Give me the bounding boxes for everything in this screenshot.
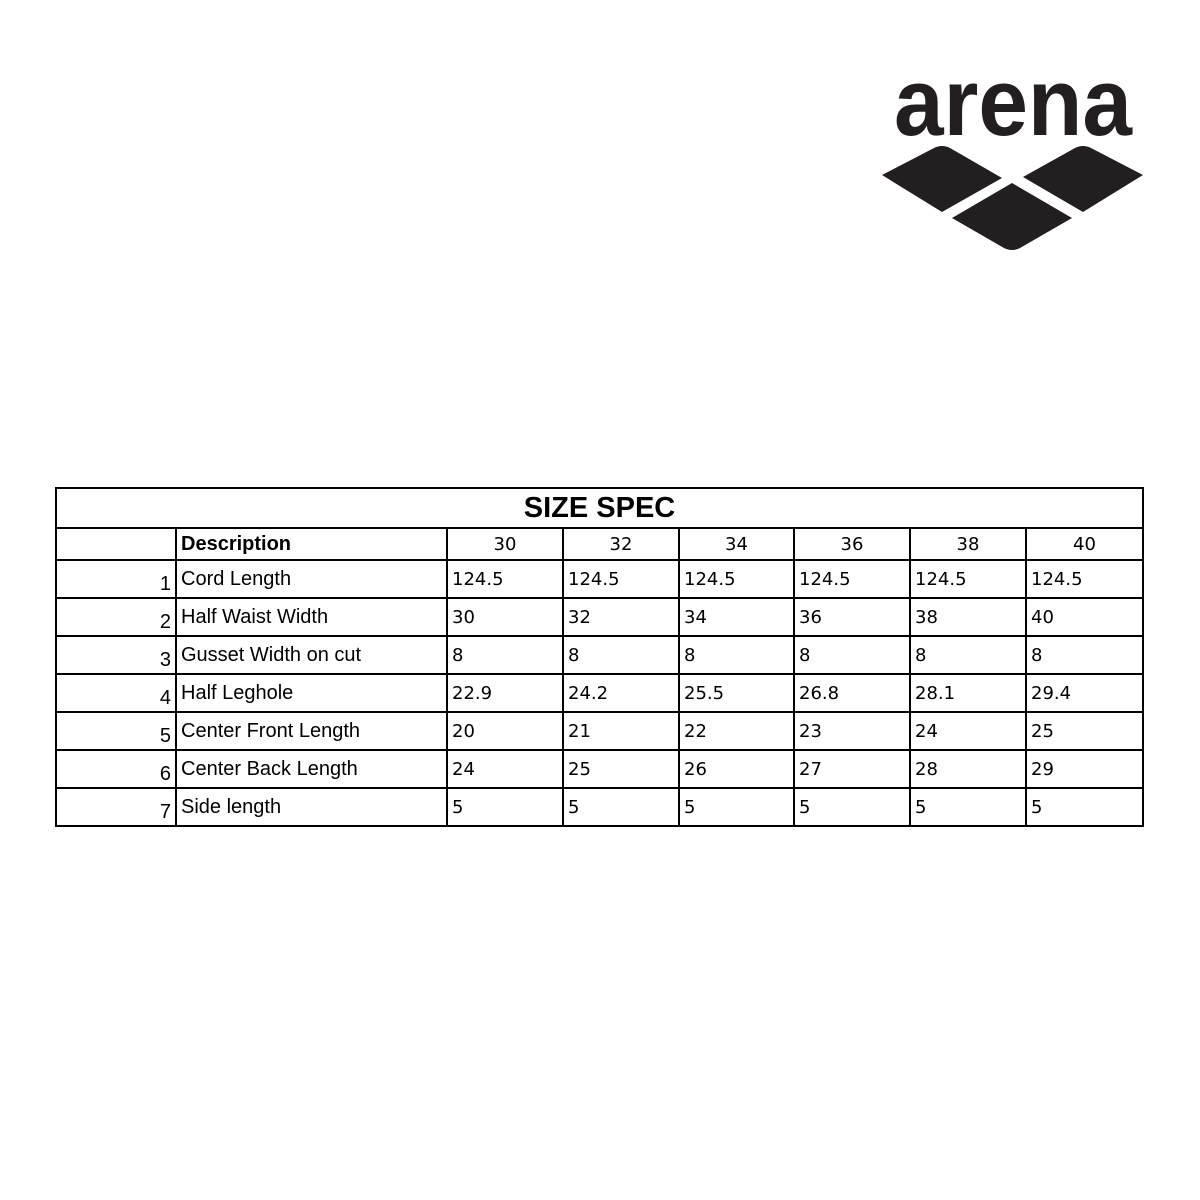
table-row: 7 Side length 5 5 5 5 5 5 (55, 787, 1144, 827)
header-size-36: 36 (793, 527, 911, 561)
table-row: 3 Gusset Width on cut 8 8 8 8 8 8 (55, 635, 1144, 675)
header-size-40: 40 (1025, 527, 1144, 561)
value-cell: 21 (562, 711, 680, 751)
value-cell: 5 (1025, 787, 1144, 827)
value-cell: 124.5 (678, 559, 795, 599)
value-cell: 32 (562, 597, 680, 637)
logo-diamond-left (882, 146, 1002, 212)
row-description: Side length (175, 787, 448, 827)
row-number: 2 (55, 597, 177, 637)
row-description: Cord Length (175, 559, 448, 599)
table-row: 1 Cord Length 124.5 124.5 124.5 124.5 124.5 124… (55, 559, 1144, 599)
value-cell: 25.5 (678, 673, 795, 713)
value-cell: 8 (909, 635, 1027, 675)
value-cell: 40 (1025, 597, 1144, 637)
value-cell: 8 (1025, 635, 1144, 675)
row-description: Gusset Width on cut (175, 635, 448, 675)
value-cell: 26 (678, 749, 795, 789)
value-cell: 124.5 (562, 559, 680, 599)
header-description: Description (175, 527, 448, 561)
header-size-38: 38 (909, 527, 1027, 561)
value-cell: 24.2 (562, 673, 680, 713)
value-cell: 8 (678, 635, 795, 675)
logo-wordmark: arena (894, 60, 1133, 156)
value-cell: 28 (909, 749, 1027, 789)
value-cell: 25 (1025, 711, 1144, 751)
table-row: 4 Half Leghole 22.9 24.2 25.5 26.8 28.1 29.4 (55, 673, 1144, 713)
logo-diamond-right (1023, 146, 1143, 212)
value-cell: 34 (678, 597, 795, 637)
table-row: 6 Center Back Length 24 25 26 27 28 29 (55, 749, 1144, 789)
row-description: Half Waist Width (175, 597, 448, 637)
value-cell: 23 (793, 711, 911, 751)
header-size-30: 30 (446, 527, 564, 561)
table-row: 5 Center Front Length 20 21 22 23 24 25 (55, 711, 1144, 751)
arena-logo: arena (882, 60, 1143, 250)
row-number: 7 (55, 787, 177, 827)
value-cell: 25 (562, 749, 680, 789)
value-cell: 20 (446, 711, 564, 751)
row-number: 5 (55, 711, 177, 751)
value-cell: 36 (793, 597, 911, 637)
row-description: Half Leghole (175, 673, 448, 713)
value-cell: 27 (793, 749, 911, 789)
value-cell: 124.5 (793, 559, 911, 599)
value-cell: 124.5 (1025, 559, 1144, 599)
value-cell: 38 (909, 597, 1027, 637)
value-cell: 22.9 (446, 673, 564, 713)
value-cell: 24 (909, 711, 1027, 751)
value-cell: 5 (562, 787, 680, 827)
header-size-32: 32 (562, 527, 680, 561)
table-row: 2 Half Waist Width 30 32 34 36 38 40 (55, 597, 1144, 637)
value-cell: 30 (446, 597, 564, 637)
value-cell: 26.8 (793, 673, 911, 713)
value-cell: 28.1 (909, 673, 1027, 713)
value-cell: 5 (793, 787, 911, 827)
value-cell: 5 (909, 787, 1027, 827)
size-spec-table: SIZE SPEC Description 30 32 34 36 38 40 1 Cord… (55, 487, 1144, 827)
row-description: Center Front Length (175, 711, 448, 751)
header-number-cell (55, 527, 177, 561)
logo-diamond-bottom (952, 183, 1072, 250)
row-number: 3 (55, 635, 177, 675)
row-number: 1 (55, 559, 177, 599)
value-cell: 124.5 (446, 559, 564, 599)
value-cell: 29 (1025, 749, 1144, 789)
header-size-34: 34 (678, 527, 795, 561)
row-number: 4 (55, 673, 177, 713)
value-cell: 124.5 (909, 559, 1027, 599)
value-cell: 22 (678, 711, 795, 751)
table-title: SIZE SPEC (55, 487, 1144, 529)
value-cell: 8 (793, 635, 911, 675)
row-number: 6 (55, 749, 177, 789)
value-cell: 8 (446, 635, 564, 675)
value-cell: 5 (678, 787, 795, 827)
value-cell: 24 (446, 749, 564, 789)
value-cell: 8 (562, 635, 680, 675)
value-cell: 5 (446, 787, 564, 827)
row-description: Center Back Length (175, 749, 448, 789)
value-cell: 29.4 (1025, 673, 1144, 713)
